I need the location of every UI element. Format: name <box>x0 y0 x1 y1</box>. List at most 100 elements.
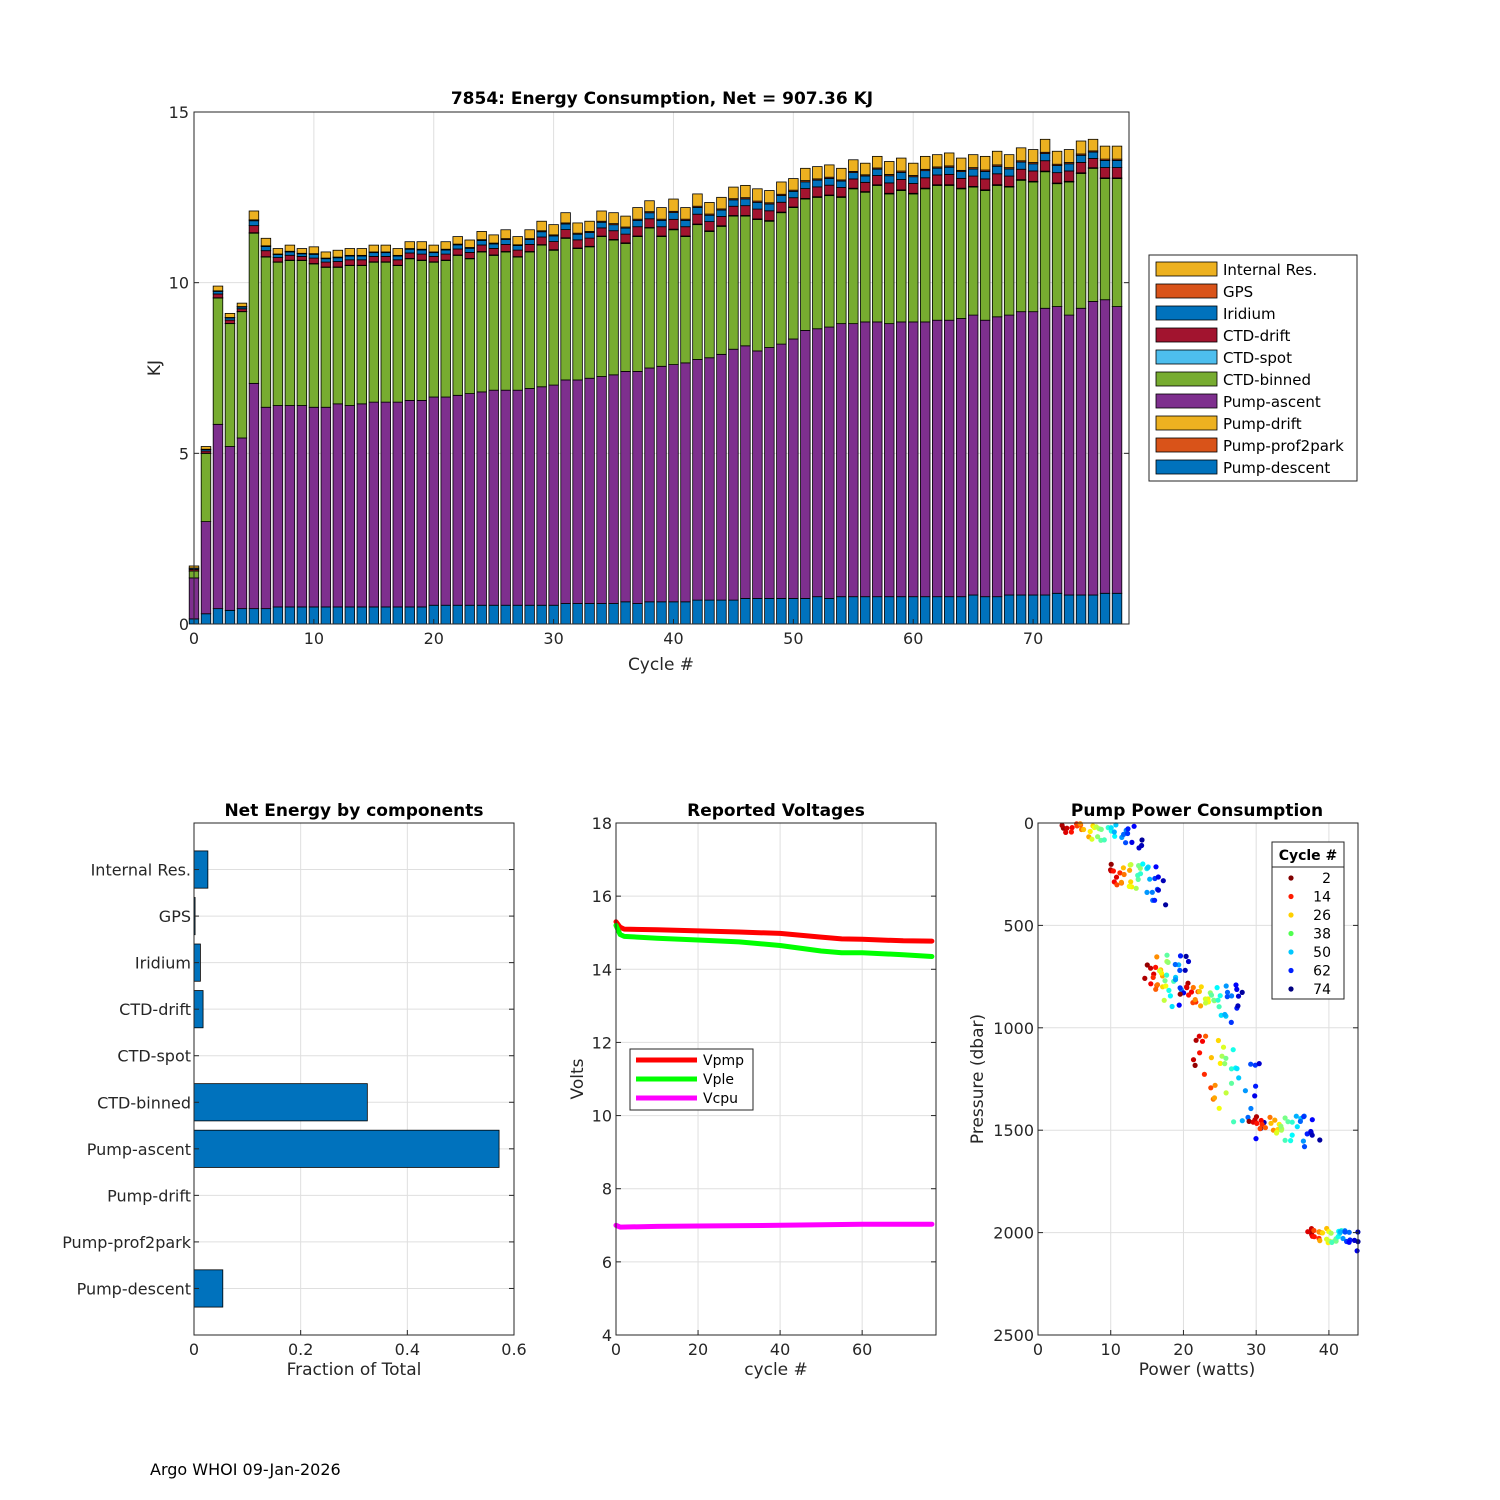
energy-bar-segment <box>452 236 463 245</box>
energy-bar-segment <box>488 243 499 249</box>
energy-bar-segment <box>512 389 523 606</box>
energy-legend: Internal Res. GPS Iridium CTD-drift CTD-spot… <box>1148 254 1358 482</box>
energy-bar-segment <box>200 446 212 450</box>
energy-bar-segment <box>740 205 751 216</box>
pump-power-point <box>1216 1105 1222 1111</box>
energy-bar-segment <box>824 178 835 186</box>
components-x-tick-label: 0.2 <box>288 1340 313 1359</box>
energy-bar-segment <box>320 266 332 408</box>
voltages-x-tick-label: 20 <box>688 1340 708 1359</box>
energy-bar-segment <box>200 521 212 615</box>
energy-bar-segment <box>728 348 739 601</box>
voltages-x-tick-label: 60 <box>852 1340 872 1359</box>
energy-bar-segment <box>380 606 391 625</box>
voltages-y-tick-label: 18 <box>592 814 612 833</box>
pump-power-point <box>1224 994 1230 1000</box>
energy-bar-segment <box>608 212 619 225</box>
pump-power-point <box>1203 1000 1209 1006</box>
energy-bar-segment <box>979 319 991 598</box>
pump-power-point <box>1148 981 1154 987</box>
components-chart-title: Net Energy by components <box>224 801 483 821</box>
energy-bar-segment <box>1039 171 1051 309</box>
pump-power-x-tick-label: 10 <box>1101 1340 1121 1359</box>
energy-bar-segment <box>884 175 895 184</box>
energy-bar-segment <box>572 603 583 625</box>
energy-bar-segment <box>656 236 667 367</box>
energy-bar-segment <box>872 321 883 598</box>
energy-bar-segment <box>608 603 619 625</box>
energy-bar-segment <box>680 207 691 220</box>
energy-bar-segment <box>284 260 296 406</box>
pump-power-point <box>1120 865 1126 871</box>
pump-power-point <box>1172 977 1179 983</box>
energy-bar-segment <box>224 319 236 324</box>
pump-power-point <box>1342 1229 1348 1235</box>
energy-bar-segment <box>356 255 368 261</box>
energy-bar-segment <box>464 604 475 625</box>
energy-bar-segment <box>656 226 667 237</box>
pump-power-point <box>1208 992 1215 998</box>
energy-bar-segment <box>500 239 511 245</box>
energy-bar-segment <box>296 260 308 406</box>
figure-footer: Argo WHOI 09-Jan-2026 <box>150 1460 341 1479</box>
energy-y-tick-label: 0 <box>179 615 189 634</box>
energy-bar-segment <box>824 184 835 196</box>
pump-power-point <box>1340 1235 1346 1242</box>
pump-power-point <box>1215 1037 1221 1044</box>
pump-power-point <box>1144 889 1150 896</box>
energy-bar-segment <box>991 165 1003 175</box>
pump-power-point <box>1223 1055 1229 1061</box>
pump-power-point <box>1278 1127 1284 1133</box>
energy-bar-segment <box>356 265 368 405</box>
energy-bar-segment <box>500 604 511 625</box>
energy-bar-segment <box>248 225 260 234</box>
pump-power-point <box>1165 959 1171 966</box>
energy-bar-segment <box>704 214 715 223</box>
energy-bar-segment <box>620 215 631 228</box>
energy-bar-segment <box>608 374 619 604</box>
energy-bar-segment <box>548 235 559 242</box>
energy-bar-segment <box>608 224 619 232</box>
components-x-tick-label: 0.6 <box>501 1340 526 1359</box>
energy-bar-segment <box>632 226 643 237</box>
energy-bar-segment <box>908 193 919 323</box>
pump-power-point <box>1236 1075 1242 1081</box>
energy-bar-segment <box>284 251 296 256</box>
pump-power-point <box>1192 1062 1198 1068</box>
energy-bar-segment <box>692 213 703 225</box>
energy-legend-label: Pump-descent <box>1223 459 1330 477</box>
pump-power-point <box>1108 861 1114 867</box>
energy-bar-segment <box>464 247 475 253</box>
energy-bar-segment <box>967 175 979 187</box>
energy-bar-segment <box>212 293 224 299</box>
energy-bar-segment <box>332 403 344 608</box>
pump-power-point <box>1230 1047 1236 1053</box>
energy-bar-segment <box>596 376 607 604</box>
energy-bar-segment <box>1027 163 1039 172</box>
energy-bar-segment <box>788 338 799 599</box>
pump-power-x-tick-label: 0 <box>1033 1340 1043 1359</box>
energy-bar-segment <box>728 205 739 216</box>
energy-bar-segment <box>452 254 463 396</box>
pump-power-point <box>1153 964 1159 971</box>
pump-power-point <box>1063 829 1069 836</box>
energy-bar-segment <box>332 266 344 405</box>
pump-power-point <box>1301 1144 1308 1150</box>
energy-bar-segment <box>668 364 679 603</box>
energy-bar-segment <box>991 173 1003 186</box>
pump-power-point <box>1164 952 1170 958</box>
pump-power-points <box>1059 821 1361 1254</box>
pump-power-point <box>1139 842 1145 849</box>
pump-power-point <box>1127 867 1133 873</box>
energy-bar-segment <box>464 258 475 395</box>
energy-legend-label: CTD-spot <box>1223 349 1292 367</box>
energy-bar-segment <box>548 224 559 236</box>
energy-bar-segment <box>908 183 919 194</box>
pump-power-point <box>1153 864 1159 870</box>
energy-bar-segment <box>943 319 955 598</box>
pump-power-legend-marker <box>1288 986 1294 992</box>
voltage-line-vpmp <box>613 919 935 944</box>
energy-bar-segment <box>740 345 751 599</box>
energy-bar-segment <box>920 596 931 625</box>
energy-bar-segment <box>632 219 643 228</box>
